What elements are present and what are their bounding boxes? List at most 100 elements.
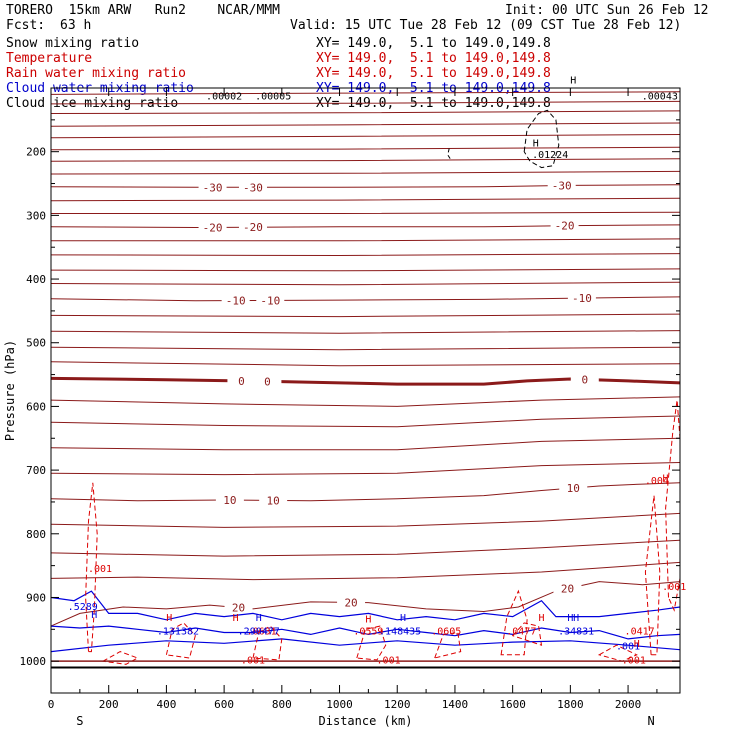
rain-value-label: .001 [88,564,112,575]
rain-contour-6 [252,625,283,661]
cloud-water-contour-0 [51,590,680,621]
background-isotherm-23 [51,539,680,557]
isotherm-label: -10 [572,292,592,305]
y-tick-label: 1000 [20,655,47,668]
isotherm-label-bg [256,294,285,307]
x-tick-label: 1000 [326,698,353,711]
isotherm-label-bg [547,179,576,192]
background-isotherm-7 [51,170,680,175]
legend-temperature-label: Temperature [6,51,93,66]
isotherm-label: -10 [226,295,246,308]
background-isotherm-19 [51,415,680,428]
cloud-water-value-label: .001 [616,642,640,653]
isotherm-label: -10 [260,294,280,307]
rain-value-label: .001 [662,582,686,593]
isotherm-label: 0 [238,375,245,388]
isotherm-label: 0 [264,375,271,388]
maximum-marker: H [91,610,97,621]
x-tick-label: 1800 [557,698,584,711]
rain-contour-9 [101,651,139,665]
isotherm-10 [51,482,680,502]
init-time: Init: 00 UTC Sun 26 Feb 12 [505,3,709,18]
rain-value-label: .0417 [625,626,655,637]
background-isotherm-0 [51,91,680,95]
background-isotherm-8 [51,197,680,202]
y-tick-label: 700 [26,464,46,477]
ice-contour-small [447,148,452,160]
background-isotherm-24 [51,561,680,581]
isotherm-label-bg [550,219,579,232]
isotherm--30 [51,184,680,188]
background-isotherm-21 [51,462,680,476]
isotherm-label-bg [215,494,244,507]
rain-value-label: .001 [622,656,646,667]
rain-contour-5 [165,622,196,659]
background-isotherm-22 [51,512,680,528]
isotherm-label: 20 [232,602,245,615]
rain-contour-4 [511,622,543,646]
north-label: N [648,714,655,728]
rain-value-label: .001 [241,656,265,667]
ice-contour [523,109,560,169]
background-isotherm-20 [51,437,680,451]
background-isotherm-17 [51,361,680,367]
background-isotherm-2 [51,110,680,114]
snow-ice-value-label: .01224 [532,150,568,161]
isotherm-label: -20 [203,221,223,234]
snow-ice-value-label: .00043 [642,91,678,102]
maximum-marker: H [256,613,262,624]
x-tick-label: 400 [156,698,176,711]
rain-contour-10 [597,644,638,662]
isotherm-label-bg [570,373,599,386]
x-tick-label: 1400 [442,698,469,711]
isotherm-label-bg [259,494,288,507]
rain-contour-1 [644,495,661,656]
rain-contour-2 [665,400,680,612]
isotherm-label: 0 [581,374,588,387]
isotherm-label-bg [559,482,588,495]
forecast-hour: 63 h [60,18,92,33]
isotherm-20 [51,581,680,627]
background-isotherm-14 [51,313,680,318]
cloud-water-contour-1 [51,625,680,640]
background-isotherm-3 [51,122,680,127]
rain-value-label: .004 [645,476,669,487]
background-isotherm-6 [51,158,680,162]
background-isotherm-18 [51,396,680,407]
maximum-marker: H [233,613,239,624]
isotherm-label-bg [198,181,227,194]
cloud-water-value-label: .131382 [157,626,199,637]
y-tick-label: 900 [26,591,46,604]
isotherm-label-bg [253,375,282,388]
isotherm-label: 10 [223,494,236,507]
x-tick-label: 600 [214,698,234,711]
legend-snow-label: Snow mixing ratio [6,36,140,51]
background-isotherm-11 [51,253,680,257]
isotherm-label-bg [337,596,366,609]
isotherm-label: -30 [243,181,263,194]
legend-cloud-ice-xy: XY= 149.0, 5.1 to 149.0,149.8 [316,96,551,111]
legend-rain-xy: XY= 149.0, 5.1 to 149.0,149.8 [316,66,551,81]
rain-value-label: .0477 [506,626,536,637]
background-isotherm-4 [51,134,680,139]
rain-contour-0 [85,482,98,653]
maximum-marker: H [634,639,640,650]
rain-value-label: .0631 [247,626,277,637]
isotherm-label: 10 [267,494,280,507]
maximum-marker: H [365,614,371,625]
isotherm-label: -30 [203,181,223,194]
legend-temperature-xy: XY= 149.0, 5.1 to 149.0,149.8 [316,51,551,66]
background-isotherm-16 [51,346,680,351]
background-isotherm-13 [51,281,680,286]
maximum-marker: H [400,613,406,624]
rain-contour-3 [500,589,528,656]
maximum-marker: H [663,474,669,485]
maximum-marker: H [567,613,573,624]
y-tick-label: 600 [26,400,46,413]
south-label: S [76,714,83,728]
isotherm-label-bg [567,292,596,305]
cloud-water-value-label: .5289 [68,602,98,613]
maximum-marker: H [533,139,539,150]
y-tick-label: 800 [26,528,46,541]
